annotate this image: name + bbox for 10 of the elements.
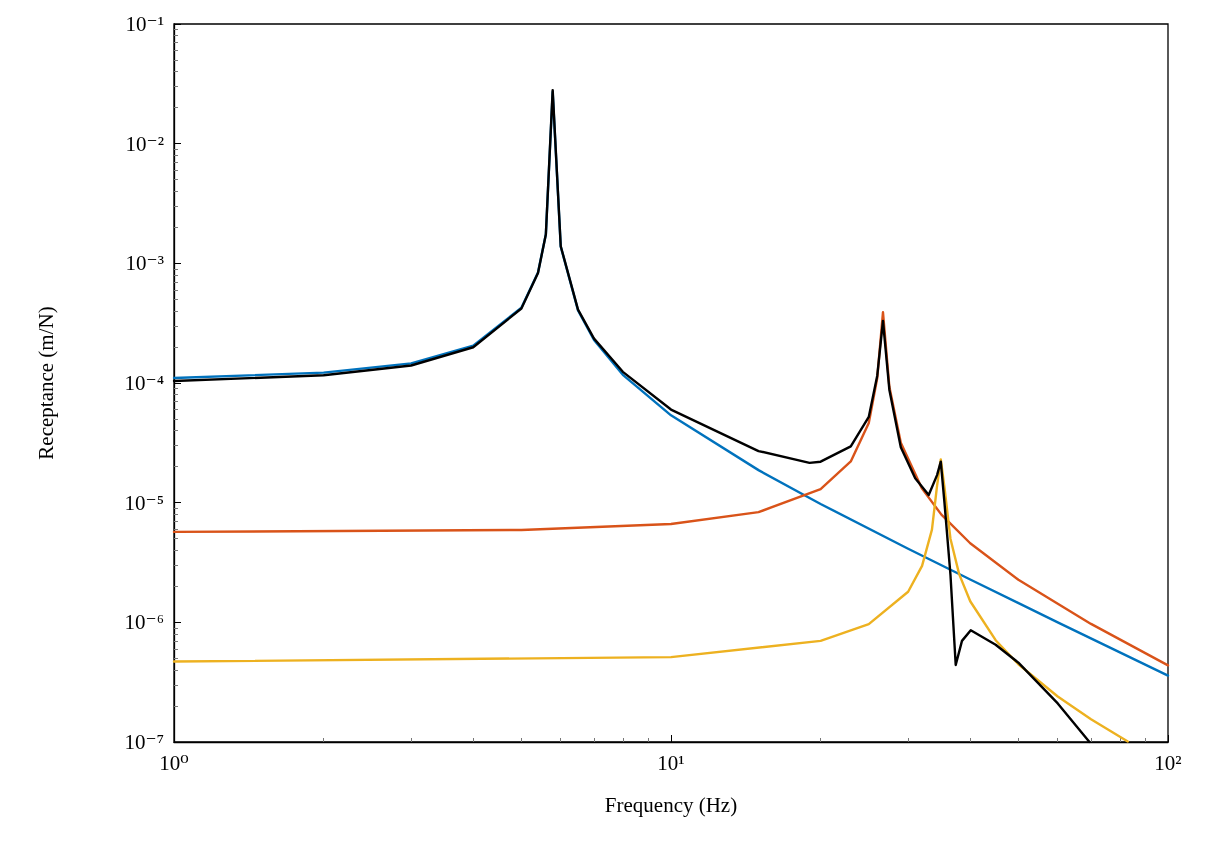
y-tick-label: 10⁻² — [125, 131, 164, 156]
x-tick-label: 10² — [1154, 750, 1182, 775]
x-axis-title: Frequency (Hz) — [604, 792, 738, 817]
y-tick-label: 10⁻⁵ — [124, 490, 164, 515]
x-tick-label: 10¹ — [657, 750, 685, 775]
y-tick-label: 10⁻³ — [125, 251, 164, 276]
y-tick-label: 10⁻⁶ — [124, 610, 164, 635]
y-tick-label: 10⁻¹ — [125, 12, 164, 36]
y-axis-title: Receptance (m/N) — [33, 306, 58, 460]
y-tick-label: 10⁻⁴ — [124, 371, 164, 395]
